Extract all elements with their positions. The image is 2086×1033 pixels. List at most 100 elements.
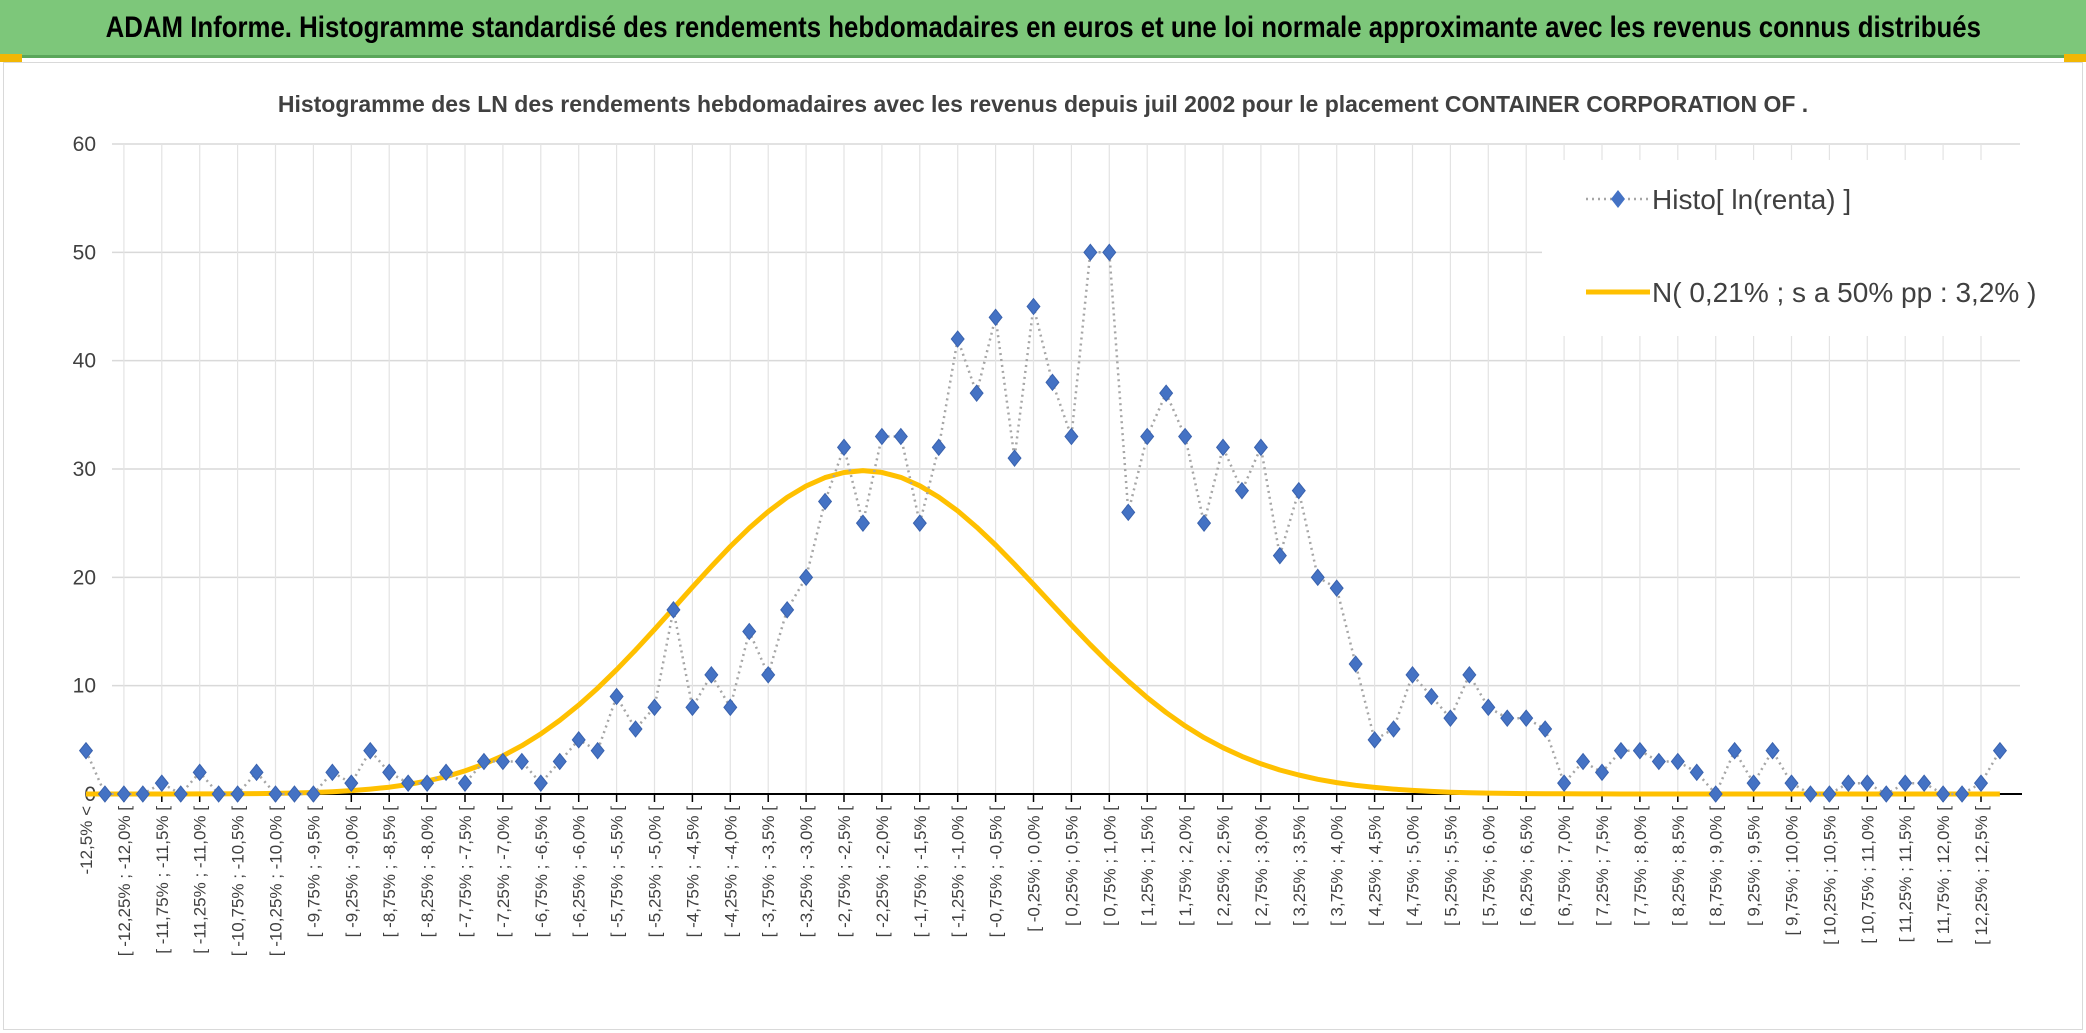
histogram-point: [1765, 741, 1780, 760]
x-tick-label: [ 4,75% ; 5,0% [: [1404, 806, 1423, 926]
histogram-point: [647, 698, 662, 717]
histogram-point: [571, 731, 586, 749]
histogram-point: [1822, 785, 1837, 803]
histogram-point: [325, 763, 340, 782]
histogram-point: [135, 785, 150, 803]
histogram-point: [1405, 666, 1420, 684]
x-axis-tick-labels: -12,5% < [ -12,25% ; -12,0% [ [ -11,75% ; …: [77, 806, 1991, 957]
x-tick-label: [ 11,25% ; 11,5% [: [1896, 806, 1915, 943]
histogram-point: [211, 785, 226, 803]
chart-title: Histogramme des LN des rendements hebdom…: [278, 91, 1808, 117]
histogram-point: [154, 774, 169, 792]
histogram-point: [1064, 427, 1079, 446]
histogram-point: [1708, 785, 1723, 803]
histogram-point: [363, 741, 378, 760]
histogram-point: [439, 763, 454, 782]
histogram-point: [287, 785, 302, 803]
histogram-point: [1462, 666, 1477, 684]
chart-frame: [3, 62, 2083, 1030]
x-tick-label: [ 0,25% ; 0,5% [: [1062, 806, 1081, 926]
x-tick-label: [ -11,75% ; -11,5% [: [153, 806, 172, 954]
histogram-point: [1500, 709, 1515, 727]
histogram-point: [306, 785, 321, 803]
histogram-point: [1310, 568, 1325, 587]
histogram-point: [1083, 243, 1098, 262]
x-tick-label: [ 7,75% ; 8,0% [: [1631, 806, 1650, 926]
histogram-point: [1689, 763, 1704, 782]
histogram-point: [742, 622, 757, 641]
histogram-point: [1178, 427, 1193, 446]
histogram-point: [268, 785, 283, 803]
histogram-point: [1594, 763, 1610, 782]
histogram-point: [1670, 752, 1685, 771]
histogram-point: [1557, 774, 1572, 792]
y-tick-label: 40: [73, 350, 96, 373]
x-tick-label: -12,5% <: [77, 806, 96, 875]
histogram-point: [382, 763, 397, 782]
x-tick-label: [ -1,25% ; -1,0% [: [949, 806, 968, 938]
histogram-point: [552, 752, 567, 771]
corner-accent-right: [2064, 54, 2086, 62]
x-tick-label: [ 8,75% ; 9,0% [: [1707, 806, 1726, 926]
legend: Histo[ ln(renta) ] N( 0,21% ; s a 50% pp …: [1542, 160, 2036, 336]
x-tick-label: [ -7,75% ; -7,5% [: [456, 806, 475, 938]
x-tick-label: [ 6,75% ; 7,0% [: [1555, 806, 1574, 926]
histogram-point: [1159, 384, 1174, 402]
x-tick-label: [ 1,25% ; 1,5% [: [1138, 806, 1157, 926]
x-tick-label: [ -8,75% ; -8,5% [: [380, 806, 399, 938]
x-tick-label: [ -3,25% ; -3,0% [: [797, 806, 816, 938]
x-tick-label: [ 10,25% ; 10,5% [: [1820, 806, 1839, 945]
histogram-point: [1803, 785, 1818, 803]
x-tick-label: [ 3,75% ; 4,0% [: [1328, 806, 1347, 926]
histogram-point: [1613, 741, 1628, 760]
x-tick-label: [ -6,75% ; -6,5% [: [532, 806, 551, 938]
histogram-point: [799, 568, 814, 587]
histogram-point: [1329, 579, 1344, 597]
y-tick-label: 20: [73, 566, 96, 589]
histogram-point: [874, 427, 889, 446]
histogram-point: [514, 752, 529, 771]
histogram-point: [969, 384, 984, 402]
histogram-point: [1746, 774, 1761, 792]
histogram-point: [1272, 546, 1287, 565]
histogram-point: [495, 752, 510, 771]
x-tick-label: [ -4,25% ; -4,0% [: [721, 806, 740, 938]
report-title: ADAM Informe. Histogramme standardisé de…: [105, 10, 1981, 44]
histogram-point: [1898, 774, 1913, 792]
histogram-point: [1973, 774, 1989, 792]
x-tick-label: [ -3,75% ; -3,5% [: [759, 806, 778, 938]
report-banner: ADAM Informe. Histogramme standardisé de…: [0, 0, 2086, 58]
legend-diamond-icon: [1611, 190, 1625, 208]
x-tick-label: [ 12,25% ; 12,5% [: [1972, 806, 1991, 945]
histogram-point: [1917, 774, 1932, 792]
histogram-point: [1992, 741, 2007, 760]
histogram-point: [723, 698, 738, 717]
histogram-point: [533, 774, 548, 792]
histogram-point: [344, 774, 359, 792]
histogram-point: [950, 330, 965, 348]
histogram-point: [780, 601, 795, 619]
histogram-point: [230, 785, 245, 803]
histogram-point: [1860, 774, 1875, 792]
legend-label-normal: N( 0,21% ; s a 50% pp : 3,2% ): [1652, 277, 2036, 308]
histogram-point: [1424, 687, 1439, 706]
histogram-point: [628, 720, 643, 738]
histogram-point: [1291, 481, 1306, 500]
x-tick-label: [ -8,25% ; -8,0% [: [418, 806, 437, 938]
x-tick-label: [ 5,75% ; 6,0% [: [1479, 806, 1498, 926]
histogram-point: [704, 666, 719, 684]
x-tick-label: [ -0,75% ; -0,5% [: [987, 806, 1006, 938]
histogram-point: [1727, 741, 1742, 760]
x-tick-label: [ -12,25% ; -12,0% [: [115, 806, 134, 957]
histogram-point: [1253, 438, 1268, 457]
corner-accent-left: [0, 54, 22, 62]
x-tick-label: [ 3,25% ; 3,5% [: [1290, 806, 1309, 926]
x-tick-label: [ -10,75% ; -10,5% [: [229, 806, 248, 957]
histogram-point: [1879, 785, 1894, 803]
histogram-point: [401, 774, 416, 792]
histogram-point: [1936, 785, 1951, 803]
y-tick-label: 50: [73, 241, 96, 264]
legend-label-histo: Histo[ ln(renta) ]: [1652, 184, 1851, 215]
histogram-point: [988, 308, 1003, 327]
